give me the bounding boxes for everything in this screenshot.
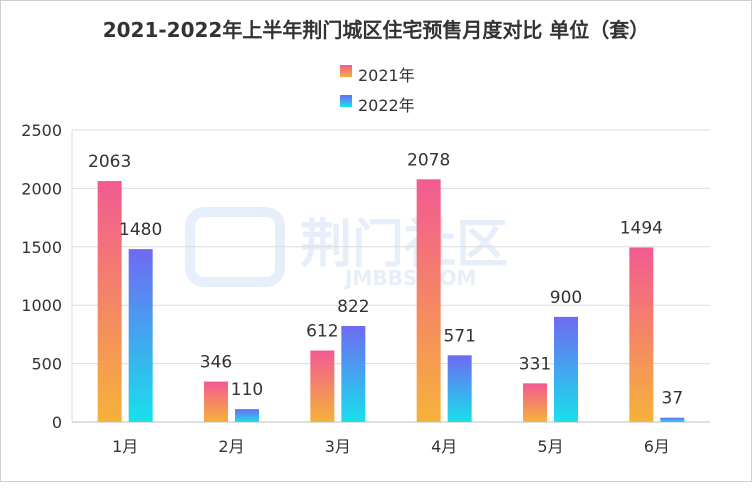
watermark-sub: JMBBS.COM xyxy=(343,266,476,290)
y-tick-label: 0 xyxy=(52,413,62,432)
y-tick-label: 1000 xyxy=(21,296,62,315)
watermark: 荆门社区 JMBBS.COM xyxy=(185,207,508,290)
bar-2021 xyxy=(629,247,654,422)
bar-2022 xyxy=(235,409,259,422)
bar-2022 xyxy=(660,417,685,422)
legend-label-2021: 2021年 xyxy=(358,66,415,85)
bar-2021 xyxy=(97,181,122,422)
bar-2021 xyxy=(204,381,228,422)
chart-frame xyxy=(0,0,752,482)
data-label: 331 xyxy=(519,354,551,374)
legend-swatch-2022 xyxy=(340,95,352,107)
x-tick-label: 1月 xyxy=(112,437,138,456)
data-label: 346 xyxy=(200,353,232,373)
data-label: 900 xyxy=(550,288,582,308)
x-tick-label: 3月 xyxy=(325,437,351,456)
bar-2022 xyxy=(341,325,366,422)
data-label: 2063 xyxy=(88,152,131,172)
data-label: 2078 xyxy=(407,150,450,170)
data-label: 110 xyxy=(231,380,263,400)
data-label: 571 xyxy=(443,326,475,346)
chart-title: 2021-2022年上半年荆门城区住宅预售月度对比 单位（套） xyxy=(102,18,650,42)
x-tick-label: 5月 xyxy=(537,437,563,456)
data-label: 1494 xyxy=(620,219,663,239)
data-label: 1480 xyxy=(119,220,162,240)
data-label: 37 xyxy=(662,389,684,409)
data-label: 822 xyxy=(337,297,369,317)
bar-2021 xyxy=(310,350,335,422)
y-tick-label: 1500 xyxy=(21,238,62,257)
y-tick-label: 500 xyxy=(31,355,62,374)
legend-label-2022: 2022年 xyxy=(358,96,415,115)
watermark-text: 荆门社区 xyxy=(300,215,508,275)
bar-2021 xyxy=(416,179,441,422)
legend-swatch-2021 xyxy=(340,65,352,77)
x-tick-label: 4月 xyxy=(431,437,457,456)
y-tick-label: 2500 xyxy=(21,121,62,140)
bar-2022 xyxy=(554,316,578,422)
y-tick-label: 2000 xyxy=(21,179,62,198)
x-tick-label: 2月 xyxy=(218,437,244,456)
bar-2021 xyxy=(523,383,547,422)
bar-2022 xyxy=(128,249,153,422)
bar-2022 xyxy=(447,355,472,422)
x-tick-label: 6月 xyxy=(644,437,670,456)
data-label: 612 xyxy=(306,322,338,342)
